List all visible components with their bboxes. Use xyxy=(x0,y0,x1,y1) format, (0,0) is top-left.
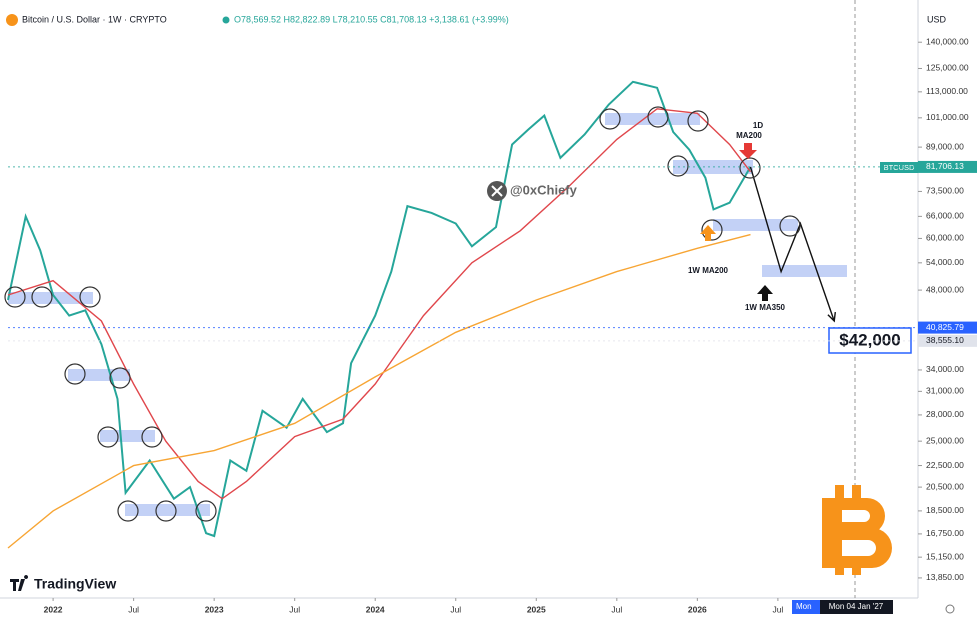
y-tick-label: 25,000.00 xyxy=(926,435,964,445)
ring xyxy=(779,215,801,237)
series-line xyxy=(7,108,752,500)
x-tick-label: 2023 xyxy=(205,604,224,614)
arrow-down xyxy=(739,143,757,159)
y-tick-label: 140,000.00 xyxy=(926,36,969,46)
bitcoin-logo xyxy=(822,485,892,575)
x-tick-label: 2022 xyxy=(44,604,63,614)
price-tag-bg xyxy=(918,334,977,347)
ring xyxy=(109,367,131,389)
arrow-up xyxy=(700,225,716,241)
series-line xyxy=(7,80,752,538)
y-tick-label: 22,500.00 xyxy=(926,460,964,470)
y-tick-label: 113,000.00 xyxy=(926,86,968,96)
symbol-tag-bg xyxy=(880,162,918,173)
zone xyxy=(125,504,210,516)
plot xyxy=(7,80,836,549)
ring xyxy=(739,157,761,179)
ring xyxy=(647,106,669,128)
annotation: 1W MA350 xyxy=(745,303,786,312)
annotation: 1W MA200 xyxy=(688,266,729,275)
x-tick-label: 2026 xyxy=(688,604,707,614)
series-line xyxy=(749,166,835,322)
ring xyxy=(141,426,163,448)
ohlc: O78,569.52 H82,822.89 L78,210.55 C81,708… xyxy=(234,14,509,24)
ring xyxy=(599,108,621,130)
target-label: $42,000 xyxy=(839,330,900,349)
price-tag: 38,555.10 xyxy=(926,335,964,345)
zone xyxy=(605,113,700,125)
logo-body xyxy=(822,498,892,568)
symbol-icon xyxy=(6,14,18,26)
brand: TradingView xyxy=(34,576,116,592)
zone xyxy=(8,292,93,304)
settings-icon[interactable] xyxy=(945,604,955,614)
y-tick-label: 54,000.00 xyxy=(926,257,964,267)
y-tick-label: 48,000.00 xyxy=(926,284,964,294)
crosshair-day: Mon xyxy=(796,602,812,611)
y-tick-label: 34,000.00 xyxy=(926,364,964,374)
y-tick-label: 66,000.00 xyxy=(926,211,964,221)
x-logo-mark xyxy=(491,185,503,197)
ring xyxy=(667,155,689,177)
y-tick-label: 89,000.00 xyxy=(926,141,964,151)
y-tick-label: 15,150.00 xyxy=(926,551,964,561)
price-tag: 81,706.13 xyxy=(926,161,964,171)
y-tick-label: 101,000.00 xyxy=(926,112,969,122)
x-tick-label: 2025 xyxy=(527,604,546,614)
logo-hole xyxy=(842,510,876,556)
arrow-up xyxy=(757,285,773,301)
y-tick-label: 31,000.00 xyxy=(926,386,964,396)
support-boxes xyxy=(8,113,847,516)
zone xyxy=(100,430,155,442)
x-tick-label: Jul xyxy=(772,604,783,614)
y-tick-label: 73,500.00 xyxy=(926,186,964,196)
price-tag: 40,825.79 xyxy=(926,322,964,332)
arrow-head xyxy=(827,312,836,323)
currency: USD xyxy=(927,14,947,24)
x-tick-label: Jul xyxy=(450,604,461,614)
ring xyxy=(97,426,119,448)
y-tick-label: 60,000.00 xyxy=(926,233,964,243)
ring xyxy=(79,286,101,308)
symbol: Bitcoin / U.S. Dollar · 1W · CRYPTO xyxy=(22,14,167,24)
crosshair-date-bg xyxy=(820,600,893,614)
y-tick-label: 16,750.00 xyxy=(926,528,964,538)
ring xyxy=(195,500,217,522)
zone xyxy=(68,369,130,381)
circles xyxy=(4,106,801,522)
x-tick-label: 2024 xyxy=(366,604,385,614)
ring xyxy=(4,286,26,308)
price-tag-bg xyxy=(918,160,977,173)
ring xyxy=(687,110,709,132)
crosshair-day-bg xyxy=(792,600,820,614)
zone xyxy=(713,219,798,231)
zone xyxy=(762,265,847,277)
annotation: 1D xyxy=(753,121,763,130)
status-dot xyxy=(222,16,230,24)
tv-logo xyxy=(10,575,29,591)
ring xyxy=(31,286,53,308)
symbol-tag: BTCUSD xyxy=(884,163,915,172)
ring xyxy=(155,500,177,522)
annotation: MA200 xyxy=(736,131,762,140)
x-tick-label: Jul xyxy=(611,604,622,614)
crosshair-date: Mon 04 Jan '27 xyxy=(829,602,884,611)
countdown: 4d 8h xyxy=(928,172,947,181)
y-tick-label: 20,500.00 xyxy=(926,481,964,491)
y-tick-label: 18,500.00 xyxy=(926,505,964,515)
y-tick-label: 28,000.00 xyxy=(926,409,964,419)
ring xyxy=(117,500,139,522)
y-tick-label: 13,850.00 xyxy=(926,572,964,582)
ring xyxy=(64,363,86,385)
x-tick-label: Jul xyxy=(289,604,300,614)
x-tick-label: Jul xyxy=(128,604,139,614)
ring xyxy=(701,219,723,241)
series-line xyxy=(7,233,751,549)
watermark: @0xChiefy xyxy=(510,182,578,197)
price-tag-bg xyxy=(918,321,977,334)
y-tick-label: 125,000.00 xyxy=(926,63,969,73)
